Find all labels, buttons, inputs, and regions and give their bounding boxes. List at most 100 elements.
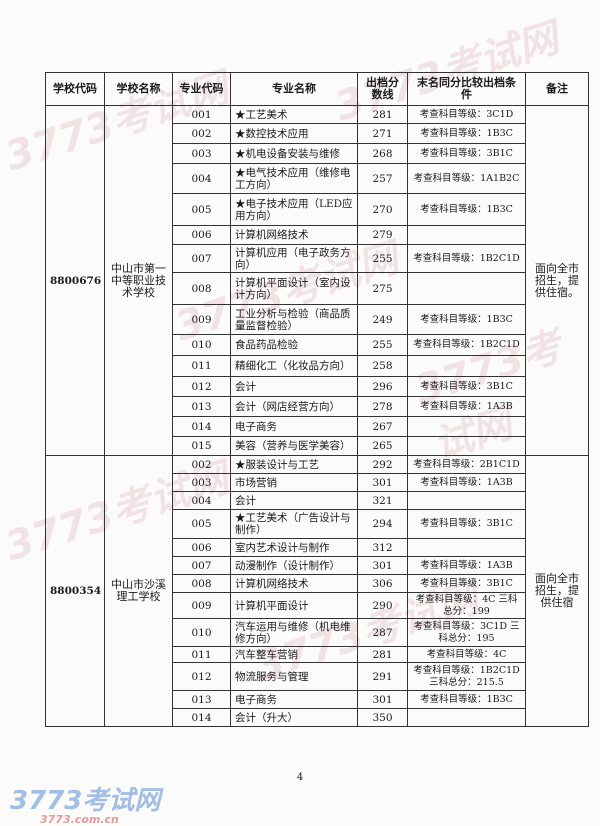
tie-break-condition <box>407 416 526 437</box>
tie-break-condition: 考查科目等级：1A3B <box>407 556 526 575</box>
major-name: 会计 <box>230 491 358 510</box>
cutoff-score: 287 <box>357 618 408 647</box>
school-code: 8800676 <box>45 105 105 456</box>
major-code: 008 <box>172 272 231 305</box>
major-code: 010 <box>172 618 231 647</box>
column-header: 专业名称 <box>230 72 358 106</box>
table-row: 006 计算机网络技术 279 <box>46 225 589 245</box>
table-row: 014 会计（升大） 350 <box>46 708 589 727</box>
remark: 面向全市招生，提供住宿 <box>525 455 589 727</box>
site-logo: 3773考试网 3773.com.cn <box>10 786 161 826</box>
tie-break-condition <box>407 436 526 456</box>
major-name: ★服装设计与工艺 <box>230 455 358 474</box>
table-row: 010 食品药品检验 255 考查科目等级：1B2C1D <box>46 334 589 356</box>
tie-break-condition: 考查科目等级：1A3B <box>407 473 526 492</box>
cutoff-score: 249 <box>357 304 408 335</box>
cutoff-score: 291 <box>357 662 408 691</box>
cutoff-score: 258 <box>357 355 408 377</box>
major-name: ★工艺美术 <box>230 105 358 124</box>
tie-break-condition: 考查科目等级：1A1B2C <box>407 163 526 194</box>
column-header: 末名同分比较出档条件 <box>407 72 526 106</box>
cutoff-score: 270 <box>357 193 408 226</box>
major-code: 002 <box>172 455 231 474</box>
major-name: 精细化工（化妆品方向） <box>230 355 358 377</box>
tie-break-condition: 考查科目等级：1B2C1D <box>407 334 526 356</box>
column-header: 备注 <box>525 72 589 106</box>
cutoff-score: 279 <box>357 225 408 245</box>
tie-break-condition: 考查科目等级：1B3C <box>407 123 526 144</box>
tie-break-condition <box>407 491 526 510</box>
column-header: 学校代码 <box>45 72 105 106</box>
cutoff-score: 312 <box>357 538 408 557</box>
tie-break-condition: 考查科目等级：1B3C <box>407 193 526 226</box>
major-name: 会计（网店经营方向） <box>230 396 358 417</box>
column-header: 专业代码 <box>172 72 231 106</box>
column-header: 学校名称 <box>104 72 173 106</box>
major-name: 计算机网络技术 <box>230 574 358 593</box>
table-row: 003 市场营销 301 考查科目等级：1A3B <box>46 473 589 492</box>
major-name: ★数控技术应用 <box>230 123 358 144</box>
cutoff-score: 275 <box>357 272 408 305</box>
major-code: 007 <box>172 556 231 575</box>
major-name: 计算机平面设计 <box>230 592 358 619</box>
cutoff-score: 278 <box>357 396 408 417</box>
admission-score-table: 学校代码 学校名称 专业代码 专业名称 出档分数线 末名同分比较出档条件 备注 880067… <box>45 72 589 727</box>
tie-break-condition <box>407 225 526 245</box>
major-code: 013 <box>172 396 231 417</box>
cutoff-score: 350 <box>357 708 408 727</box>
major-code: 005 <box>172 509 231 539</box>
cutoff-score: 292 <box>357 455 408 474</box>
major-code: 001 <box>172 105 231 124</box>
cutoff-score: 255 <box>357 334 408 356</box>
table-row: 005 ★工艺美术（广告设计与制作） 294 考查科目等级：3B1C <box>46 509 589 539</box>
table-row: 004 ★电气技术应用（维修电工方向） 257 考查科目等级：1A1B2C <box>46 163 589 194</box>
cutoff-score: 306 <box>357 574 408 593</box>
major-name: ★电气技术应用（维修电工方向） <box>230 163 358 194</box>
major-code: 004 <box>172 163 231 194</box>
tie-break-condition: 考查科目等级：3B1C <box>407 143 526 164</box>
cutoff-score: 296 <box>357 376 408 397</box>
tie-break-condition <box>407 272 526 305</box>
cutoff-score: 268 <box>357 143 408 164</box>
major-name: ★工艺美术（广告设计与制作） <box>230 509 358 539</box>
major-name: 计算机网络技术 <box>230 225 358 245</box>
major-name: 电子商务 <box>230 690 358 709</box>
major-code: 005 <box>172 193 231 226</box>
major-name: 动漫制作（设计制作） <box>230 556 358 575</box>
cutoff-score: 290 <box>357 592 408 619</box>
tie-break-condition: 考查科目等级：3B1C <box>407 509 526 539</box>
major-code: 014 <box>172 708 231 727</box>
tie-break-condition: 考查科目等级：3C1D 三科总分：195 <box>407 618 526 647</box>
major-code: 012 <box>172 376 231 397</box>
remark: 面向全市招生，提供住宿。 <box>525 105 589 456</box>
school-name: 中山市第一中等职业技术学校 <box>104 105 173 456</box>
major-name: 工业分析与检验（商品质量监督检验） <box>230 304 358 335</box>
cutoff-score: 281 <box>357 646 408 663</box>
table-row: 013 电子商务 301 考查科目等级：1B3C <box>46 690 589 709</box>
major-code: 006 <box>172 225 231 245</box>
table-row: 012 会计 296 考查科目等级：3B1C <box>46 376 589 397</box>
major-code: 007 <box>172 244 231 273</box>
tie-break-condition: 考查科目等级：1B2C1D 三科总分：215.5 <box>407 662 526 691</box>
major-name: 汽车运用与维修（机电维修方向） <box>230 618 358 647</box>
major-code: 008 <box>172 574 231 593</box>
cutoff-score: 301 <box>357 556 408 575</box>
cutoff-score: 271 <box>357 123 408 144</box>
tie-break-condition: 考查科目等级：3C1D <box>407 105 526 124</box>
tie-break-condition: 考查科目等级：3B1C <box>407 376 526 397</box>
cutoff-score: 257 <box>357 163 408 194</box>
table-row: 007 计算机应用（电子政务方向） 255 考查科目等级：1B2C1D <box>46 244 589 273</box>
page-number: 4 <box>296 772 304 783</box>
major-code: 003 <box>172 143 231 164</box>
cutoff-score: 301 <box>357 690 408 709</box>
table-row: 002 ★数控技术应用 271 考查科目等级：1B3C <box>46 123 589 144</box>
major-name: 计算机应用（电子政务方向） <box>230 244 358 273</box>
school-code: 8800354 <box>45 455 105 727</box>
major-name: ★机电设备安装与维修 <box>230 143 358 164</box>
major-name: 电子商务 <box>230 416 358 437</box>
major-code: 011 <box>172 646 231 663</box>
school-name: 中山市沙溪理工学校 <box>104 455 173 727</box>
major-code: 004 <box>172 491 231 510</box>
tie-break-condition <box>407 355 526 377</box>
major-code: 013 <box>172 690 231 709</box>
